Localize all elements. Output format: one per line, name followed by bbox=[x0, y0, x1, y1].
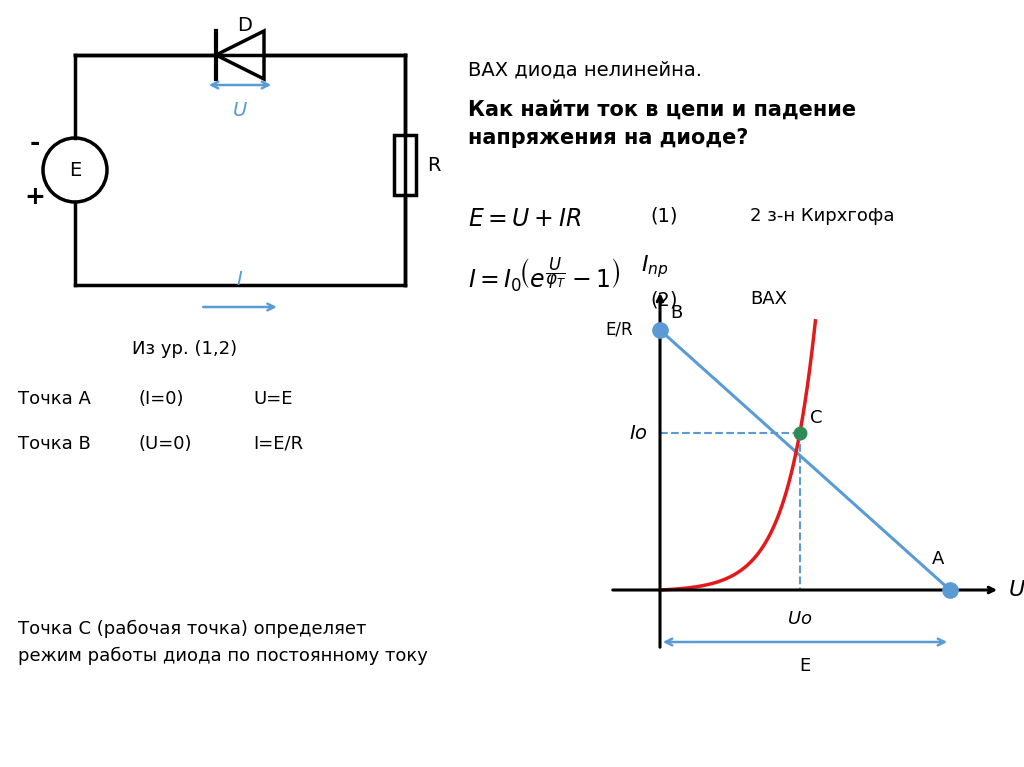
Text: (I=0): (I=0) bbox=[138, 390, 183, 408]
Text: D: D bbox=[238, 16, 253, 35]
Text: $U_{np}$: $U_{np}$ bbox=[1008, 578, 1024, 605]
Text: U=E: U=E bbox=[253, 390, 293, 408]
Text: $Uo$: $Uo$ bbox=[787, 610, 812, 628]
Text: (1): (1) bbox=[650, 207, 678, 226]
Polygon shape bbox=[216, 31, 264, 79]
Text: $I = I_0\!\left(e^{\dfrac{U}{\varphi_T}}-1\right)$: $I = I_0\!\left(e^{\dfrac{U}{\varphi_T}}… bbox=[468, 255, 621, 294]
Text: 2 з-н Кирхгофа: 2 з-н Кирхгофа bbox=[750, 207, 895, 225]
Text: $I$: $I$ bbox=[237, 270, 244, 289]
Text: $E = U + IR$: $E = U + IR$ bbox=[468, 207, 582, 231]
Text: ВАХ: ВАХ bbox=[750, 290, 787, 308]
Text: $U$: $U$ bbox=[232, 101, 248, 120]
Text: $I_{np}$: $I_{np}$ bbox=[641, 253, 669, 280]
Text: E: E bbox=[800, 657, 811, 675]
Text: A: A bbox=[932, 550, 944, 568]
Text: R: R bbox=[427, 156, 440, 175]
Text: I=E/R: I=E/R bbox=[253, 435, 303, 453]
Text: C: C bbox=[810, 410, 822, 427]
Text: Точка С (рабочая точка) определяет
режим работы диода по постоянному току: Точка С (рабочая точка) определяет режим… bbox=[18, 620, 428, 665]
Text: Точка А: Точка А bbox=[18, 390, 91, 408]
Text: B: B bbox=[670, 304, 682, 322]
Text: $Io$: $Io$ bbox=[629, 424, 648, 443]
Text: Как найти ток в цепи и падение
напряжения на диоде?: Как найти ток в цепи и падение напряжени… bbox=[468, 100, 856, 148]
Text: +: + bbox=[25, 185, 45, 209]
Text: (2): (2) bbox=[650, 290, 678, 309]
Text: ВАХ диода нелинейна.: ВАХ диода нелинейна. bbox=[468, 60, 702, 79]
Text: Точка В: Точка В bbox=[18, 435, 91, 453]
Text: Из ур. (1,2): Из ур. (1,2) bbox=[132, 340, 238, 358]
Text: E/R: E/R bbox=[605, 321, 633, 339]
Text: (U=0): (U=0) bbox=[138, 435, 191, 453]
Text: -: - bbox=[30, 131, 40, 155]
Text: E: E bbox=[69, 160, 81, 179]
Bar bbox=[394, 136, 416, 196]
